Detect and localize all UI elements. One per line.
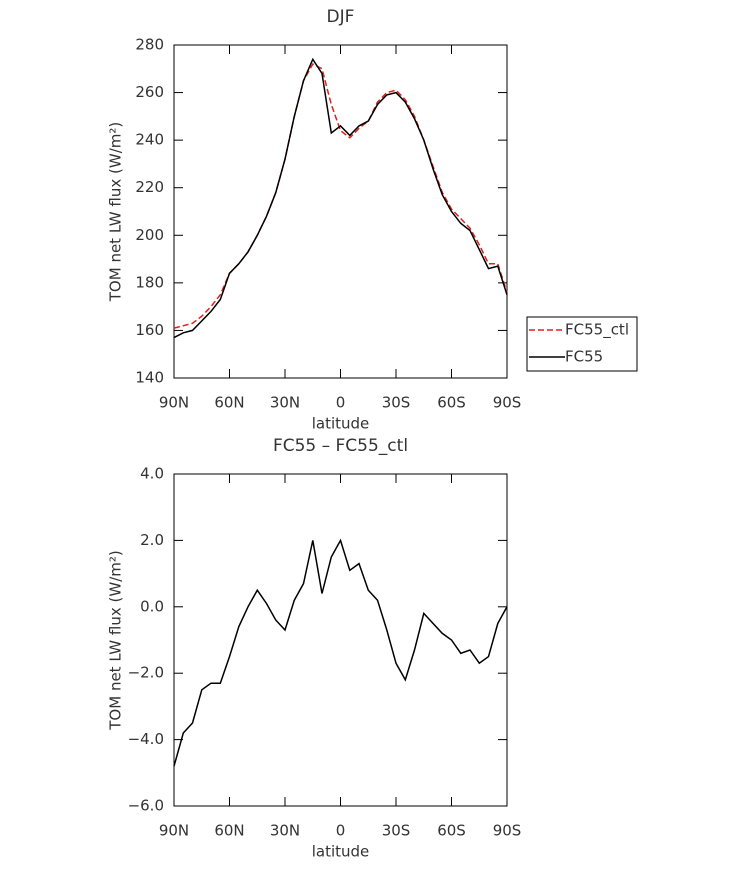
y-tick-label: 4.0 bbox=[140, 465, 164, 483]
plot-frame bbox=[173, 473, 508, 807]
y-tick-label: −4.0 bbox=[128, 730, 164, 748]
y-tick-label: 140 bbox=[135, 369, 164, 387]
plot-frame bbox=[173, 44, 508, 379]
y-tick-label: −6.0 bbox=[128, 797, 164, 815]
y-tick-label: 240 bbox=[135, 131, 164, 149]
x-axis-label: latitude bbox=[312, 843, 370, 861]
legend-label: FC55_ctl bbox=[565, 321, 629, 340]
y-tick-label: 180 bbox=[135, 273, 164, 291]
x-tick-label: 60N bbox=[214, 822, 244, 840]
data-line bbox=[173, 538, 508, 767]
y-tick-label: −2.0 bbox=[128, 664, 164, 682]
y-tick-label: 2.0 bbox=[140, 531, 164, 549]
x-axis-label: latitude bbox=[312, 415, 370, 433]
y-axis-label: TOM net LW flux (W/m²) bbox=[107, 550, 125, 730]
x-tick-label: 0 bbox=[336, 394, 346, 412]
legend-label: FC55 bbox=[565, 348, 603, 366]
y-tick-label: 220 bbox=[135, 178, 164, 196]
x-tick-label: 30N bbox=[270, 822, 300, 840]
data-line bbox=[173, 57, 508, 339]
x-tick-label: 30N bbox=[270, 394, 300, 412]
x-tick-label: 30S bbox=[382, 394, 411, 412]
y-tick-label: 280 bbox=[135, 36, 164, 54]
chart-title: DJF bbox=[327, 7, 355, 27]
x-tick-label: 90S bbox=[493, 394, 522, 412]
y-tick-label: 260 bbox=[135, 83, 164, 101]
x-tick-label: 60S bbox=[437, 822, 466, 840]
y-tick-label: 160 bbox=[135, 321, 164, 339]
legend-box bbox=[526, 316, 638, 372]
y-tick-label: 200 bbox=[135, 226, 164, 244]
x-tick-label: 30S bbox=[382, 822, 411, 840]
x-tick-label: 0 bbox=[336, 822, 346, 840]
x-tick-label: 90S bbox=[493, 822, 522, 840]
x-tick-label: 90N bbox=[159, 394, 189, 412]
chart-title: FC55 – FC55_ctl bbox=[273, 436, 408, 456]
y-tick-label: 0.0 bbox=[140, 597, 164, 615]
x-tick-label: 90N bbox=[159, 822, 189, 840]
x-tick-label: 60N bbox=[214, 394, 244, 412]
x-tick-label: 60S bbox=[437, 394, 466, 412]
y-axis-label: TOM net LW flux (W/m²) bbox=[107, 122, 125, 302]
